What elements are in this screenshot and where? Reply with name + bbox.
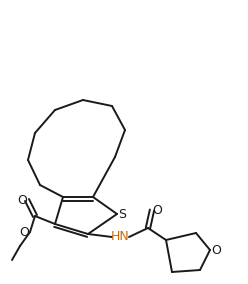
Text: HN: HN bbox=[111, 231, 129, 243]
Text: S: S bbox=[118, 208, 126, 220]
Text: O: O bbox=[211, 243, 221, 256]
Text: O: O bbox=[19, 225, 29, 239]
Text: O: O bbox=[17, 193, 27, 206]
Text: O: O bbox=[152, 204, 162, 216]
